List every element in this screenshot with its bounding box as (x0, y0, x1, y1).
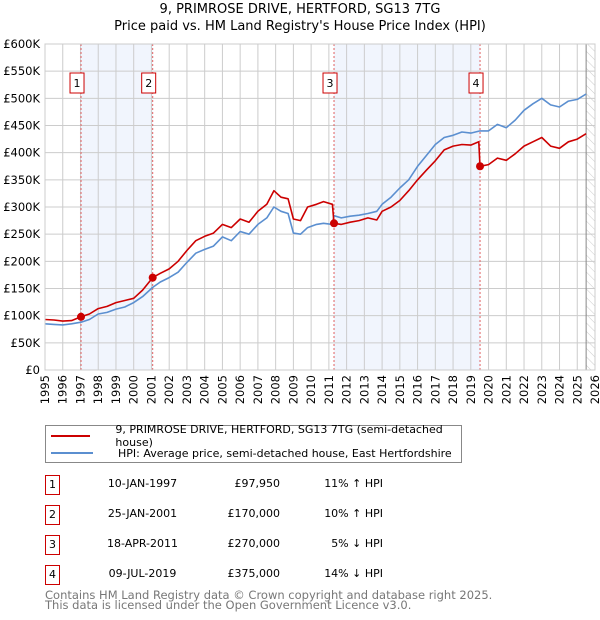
footer-line-1: Contains HM Land Registry data © Crown c… (45, 588, 493, 602)
sale-hpi-diff: 11% ↑ HPI (324, 477, 383, 490)
sale-point (476, 162, 485, 171)
sale-hpi-diff: 10% ↑ HPI (324, 507, 383, 520)
y-tick-label: £400K (3, 146, 40, 160)
y-tick-label: £200K (3, 254, 40, 268)
chart-subtitle: Price paid vs. HM Land Registry's House … (114, 19, 486, 34)
x-tick-label: 2022 (517, 375, 531, 404)
x-tick-label: 2016 (411, 375, 425, 404)
y-tick-label: £350K (3, 173, 40, 187)
x-tick-label: 2024 (553, 375, 567, 404)
sale-date: 18-APR-2011 (106, 537, 179, 550)
table-row: 4 09-JUL-2019 £375,000 14% ↓ HPI (45, 565, 465, 587)
legend-label: HPI: Average price, semi-detached house,… (118, 446, 452, 460)
plot-border (44, 43, 596, 371)
legend-label: 9, PRIMROSE DRIVE, HERTFORD, SG13 7TG (s… (115, 423, 443, 449)
sale-label: 4 (473, 77, 480, 90)
x-tick-label: 2014 (375, 375, 389, 404)
sale-label: 3 (327, 77, 334, 90)
sale-price: £270,000 (227, 537, 281, 550)
x-tick-label: 2006 (233, 375, 247, 404)
sale-number: 4 (45, 565, 60, 585)
y-tick-label: £300K (3, 200, 40, 214)
sale-label-box (141, 72, 157, 94)
y-tick-label: £450K (3, 119, 40, 133)
sale-hpi-diff: 14% ↓ HPI (324, 567, 383, 580)
property-price-line (44, 133, 587, 322)
sale-date: 09-JUL-2019 (108, 567, 177, 580)
x-tick-label: 2005 (215, 375, 229, 404)
x-tick-label: 2004 (198, 375, 212, 404)
sale-label: 2 (145, 77, 152, 90)
x-tick-label: 2012 (340, 375, 354, 404)
legend: 9, PRIMROSE DRIVE, HERTFORD, SG13 7TG (s… (45, 423, 462, 463)
x-tick-label: 2002 (162, 375, 176, 404)
sale-point (77, 312, 86, 321)
x-tick-label: 2007 (251, 375, 265, 404)
y-tick-label: £100K (3, 309, 40, 323)
sale-price: £170,000 (227, 507, 281, 520)
sale-price: £375,000 (227, 567, 281, 580)
x-tick-label: 1999 (109, 375, 123, 404)
x-tick-label: 2025 (570, 375, 584, 404)
sale-price: £97,950 (234, 477, 281, 490)
x-tick-label: 2023 (535, 375, 549, 404)
x-tick-label: 2010 (304, 375, 318, 404)
sale-number: 3 (45, 535, 60, 555)
x-tick-label: 2008 (269, 375, 283, 404)
y-tick-label: £50K (11, 336, 41, 350)
sale-label-box (468, 72, 484, 94)
y-tick-label: £150K (3, 282, 40, 296)
y-tick-label: £500K (3, 91, 40, 105)
chart-title: 9, PRIMROSE DRIVE, HERTFORD, SG13 7TG (159, 2, 441, 17)
x-tick-label: 2026 (588, 375, 600, 404)
y-tick-label: £600K (3, 37, 40, 51)
x-tick-label: 1998 (91, 375, 105, 404)
y-tick-label: £250K (3, 227, 40, 241)
x-tick-label: 2003 (180, 375, 194, 404)
price-chart: 1995 1996 1997 1998 1999 2000 2001 2002 2003 2004… (3, 37, 600, 404)
x-tick-label: 2018 (446, 375, 460, 404)
table-row: 3 18-APR-2011 £270,000 5% ↓ HPI (45, 535, 465, 557)
x-tick-label: 1996 (56, 375, 70, 404)
x-tick-label: 2017 (428, 375, 442, 404)
y-tick-label: £550K (3, 64, 40, 78)
x-tick-label: 2001 (144, 375, 158, 404)
sale-label-box (69, 72, 85, 94)
sale-number: 2 (45, 505, 60, 525)
y-tick-label: £0 (25, 363, 40, 377)
legend-item-property: 9, PRIMROSE DRIVE, HERTFORD, SG13 7TG (s… (46, 423, 461, 449)
hpi-line (44, 93, 587, 326)
sale-label-box (322, 72, 338, 94)
x-tick-label: 2011 (322, 375, 336, 404)
sale-label: 1 (74, 77, 81, 90)
x-tick-label: 2013 (357, 375, 371, 404)
x-tick-label: 2021 (499, 375, 513, 404)
x-tick-label: 2000 (127, 375, 141, 404)
legend-item-hpi: HPI: Average price, semi-detached house,… (46, 445, 452, 461)
x-tick-label: 1995 (38, 375, 52, 404)
x-tick-label: 2009 (286, 375, 300, 404)
sale-hpi-diff: 5% ↓ HPI (331, 537, 383, 550)
sale-number: 1 (45, 475, 60, 495)
table-row: 2 25-JAN-2001 £170,000 10% ↑ HPI (45, 505, 465, 527)
x-tick-label: 2019 (464, 375, 478, 404)
legend-swatch-red (51, 435, 91, 437)
x-tick-label: 1997 (73, 375, 87, 404)
sale-date: 25-JAN-2001 (107, 507, 178, 520)
footer: Contains HM Land Registry data © Crown c… (45, 588, 493, 612)
sale-point (148, 273, 157, 282)
footer-line-2: This data is licensed under the Open Gov… (45, 598, 412, 612)
x-tick-label: 2020 (482, 375, 496, 404)
legend-swatch-blue (51, 452, 93, 454)
x-tick-label: 2015 (393, 375, 407, 404)
table-row: 1 10-JAN-1997 £97,950 11% ↑ HPI (45, 475, 465, 497)
sale-date: 10-JAN-1997 (107, 477, 178, 490)
sale-point (330, 219, 339, 228)
